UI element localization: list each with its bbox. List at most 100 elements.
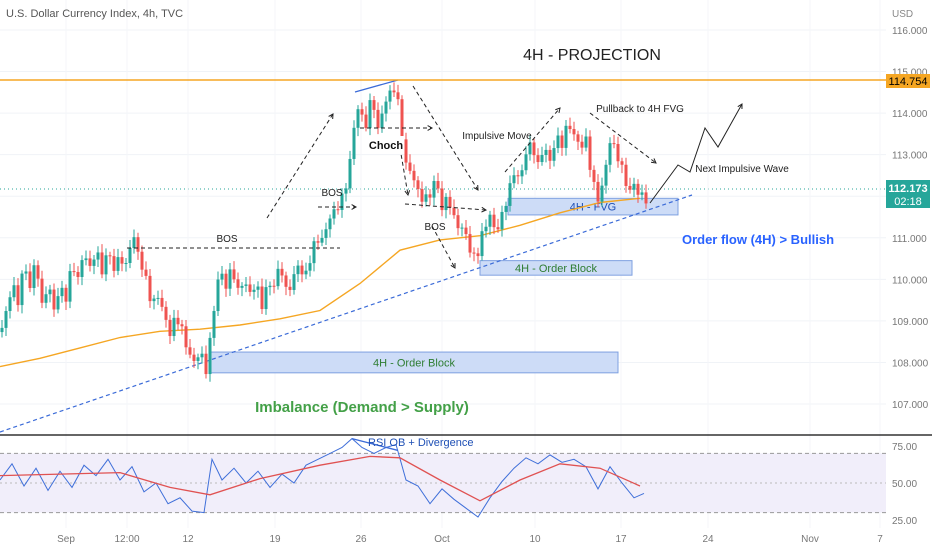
candle-body bbox=[600, 185, 604, 202]
impulsive-move-label: Impulsive Move bbox=[462, 131, 532, 142]
candle-body bbox=[244, 284, 248, 286]
candle-body bbox=[612, 143, 616, 145]
candle-body bbox=[504, 205, 508, 212]
candle-body bbox=[280, 268, 284, 276]
candle-body bbox=[548, 149, 552, 161]
candle-body bbox=[492, 214, 496, 228]
candle-body bbox=[596, 181, 600, 202]
candle-body bbox=[236, 279, 240, 288]
time-tick-label: 26 bbox=[355, 534, 367, 545]
candle-body bbox=[500, 211, 504, 230]
candle-body bbox=[624, 164, 628, 186]
candle-body bbox=[356, 109, 360, 128]
candle-body bbox=[116, 257, 120, 271]
candle-body bbox=[208, 337, 212, 375]
candle-body bbox=[556, 135, 560, 149]
candle-body bbox=[164, 306, 168, 320]
candle-body bbox=[404, 139, 408, 163]
time-tick-label: 12:00 bbox=[114, 534, 139, 545]
candle-body bbox=[588, 136, 592, 170]
currency-label: USD bbox=[892, 9, 913, 20]
candle-body bbox=[460, 227, 464, 229]
countdown-label: 02:18 bbox=[894, 196, 922, 208]
candle-body bbox=[288, 286, 292, 290]
zone-box bbox=[507, 197, 679, 216]
candle-body bbox=[584, 136, 588, 148]
candle-body bbox=[96, 252, 100, 260]
candle-body bbox=[108, 255, 112, 257]
candle-body bbox=[272, 285, 276, 287]
candle-body bbox=[388, 90, 392, 102]
candle-body bbox=[608, 143, 612, 165]
candle-body bbox=[88, 258, 92, 266]
time-tick-label: 24 bbox=[702, 534, 714, 545]
candle-body bbox=[480, 231, 484, 257]
candle-body bbox=[76, 271, 80, 278]
candle-body bbox=[384, 101, 388, 114]
candle-body bbox=[128, 248, 132, 264]
candle-body bbox=[516, 175, 520, 177]
bos-line-head bbox=[481, 206, 488, 213]
rsi-signal-line bbox=[0, 455, 641, 502]
candle-body bbox=[340, 193, 344, 210]
candle-body bbox=[552, 148, 556, 161]
candle-body bbox=[440, 188, 444, 211]
candle-body bbox=[348, 158, 352, 189]
candle-body bbox=[260, 286, 264, 310]
candle-body bbox=[204, 353, 208, 375]
candle-body bbox=[264, 287, 268, 310]
candle-body bbox=[604, 164, 608, 186]
price-tick-label: 110.000 bbox=[892, 275, 928, 286]
candle-body bbox=[496, 227, 500, 230]
impulse-arrow bbox=[431, 225, 456, 269]
choch-line-head bbox=[427, 125, 434, 131]
candle-body bbox=[632, 183, 636, 190]
candle-body bbox=[20, 273, 24, 306]
candle-body bbox=[100, 252, 104, 275]
candle-body bbox=[4, 311, 8, 328]
candle-body bbox=[224, 273, 228, 289]
current-price-tag: 112.173 02:18 bbox=[886, 180, 930, 208]
candle-body bbox=[32, 265, 36, 289]
candle-body bbox=[72, 271, 76, 273]
impulse-arrow bbox=[399, 147, 409, 196]
bos-label: BOS bbox=[424, 222, 445, 233]
candle-body bbox=[312, 241, 316, 264]
candle-body bbox=[112, 256, 116, 271]
candle-body bbox=[80, 260, 84, 278]
candle-body bbox=[316, 241, 320, 243]
candle-body bbox=[428, 194, 432, 198]
candle-body bbox=[360, 109, 364, 115]
candle-body bbox=[64, 287, 68, 302]
candle-body bbox=[176, 317, 180, 325]
candle-body bbox=[640, 192, 644, 195]
time-tick-label: Sep bbox=[57, 534, 75, 545]
impulse-arrow bbox=[504, 107, 561, 173]
candle-body bbox=[592, 169, 596, 182]
impulse-arrow-head bbox=[450, 262, 456, 269]
price-tick-label: 111.000 bbox=[892, 234, 927, 245]
candle-body bbox=[292, 274, 296, 290]
candle-body bbox=[420, 189, 424, 202]
rsi-divergence-line bbox=[351, 437, 399, 452]
pullback-label: Pullback to 4H FVG bbox=[596, 104, 684, 115]
zone-label: 4H - FVG bbox=[570, 202, 616, 214]
candle-body bbox=[148, 275, 152, 302]
price-tick-label: 113.000 bbox=[892, 151, 928, 162]
moving-average-line bbox=[0, 197, 641, 368]
candle-body bbox=[300, 265, 304, 275]
bos-label: BOS bbox=[321, 188, 342, 199]
candle-body bbox=[400, 99, 404, 140]
candle-body bbox=[276, 268, 280, 287]
candle-body bbox=[544, 149, 548, 156]
price-tick-label: 115.000 bbox=[892, 68, 928, 79]
rsi-divergence-label: RSI OB + Divergence bbox=[368, 437, 473, 449]
candle-body bbox=[48, 289, 52, 295]
candle-body bbox=[52, 289, 56, 310]
candle-body bbox=[268, 285, 272, 288]
candle-body bbox=[8, 297, 12, 312]
candle-body bbox=[92, 259, 96, 266]
candle-body bbox=[324, 229, 328, 238]
